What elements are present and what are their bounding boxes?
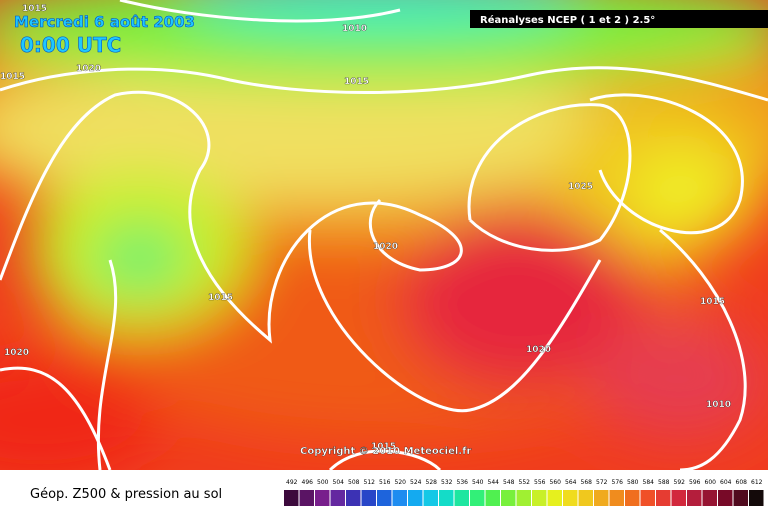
scale-swatch	[299, 490, 314, 506]
isobar-label: 1020	[4, 348, 29, 358]
scale-swatch	[687, 490, 702, 506]
scale-swatch	[470, 490, 485, 506]
scale-label: 520	[395, 479, 407, 486]
scale-swatch	[315, 490, 330, 506]
isobar-label: 1015	[208, 293, 233, 303]
scale-label: 568	[581, 479, 593, 486]
scale-label: 564	[565, 479, 577, 486]
date-title: Mercredi 6 août 2003	[14, 13, 195, 31]
isobar-labels: 1015 1010 1015 1020 1015 1025 1020 1015 1020 1020…	[0, 4, 731, 452]
isobar-label: 1015	[700, 297, 725, 307]
scale-label: 532	[441, 479, 453, 486]
scale-swatch	[516, 490, 531, 506]
scale-label: 592	[674, 479, 686, 486]
scale-label: 604	[720, 479, 732, 486]
time-title: 0:00 UTC	[20, 33, 121, 57]
scale-label: 596	[689, 479, 701, 486]
map-field	[0, 0, 768, 470]
scale-swatch	[563, 490, 578, 506]
scale-label: 584	[643, 479, 655, 486]
scale-label: 580	[627, 479, 639, 486]
copyright: Copyright © 2010 Meteociel.fr	[300, 446, 471, 457]
isobar-label: 1015	[344, 77, 369, 87]
scale-swatch	[547, 490, 562, 506]
scale-label: 500	[317, 479, 329, 486]
scale-label: 496	[302, 479, 314, 486]
scale-label: 540	[472, 479, 484, 486]
scale-swatch	[702, 490, 717, 506]
scale-swatch	[578, 490, 593, 506]
scale-swatch	[346, 490, 361, 506]
scale-swatch	[671, 490, 686, 506]
scale-label: 524	[410, 479, 422, 486]
isobar-label: 1015	[22, 4, 47, 14]
scale-swatch	[408, 490, 423, 506]
scale-swatch	[594, 490, 609, 506]
scale-swatch	[485, 490, 500, 506]
isobar-label: 1010	[706, 400, 731, 410]
scale-label: 552	[519, 479, 531, 486]
scale-label: 504	[333, 479, 345, 486]
scale-swatch	[532, 490, 547, 506]
scale-label: 556	[534, 479, 546, 486]
scale-label: 612	[751, 479, 763, 486]
scale-swatch	[733, 490, 748, 506]
scale-label: 528	[426, 479, 438, 486]
scale-label: 560	[550, 479, 562, 486]
scale-swatch	[423, 490, 438, 506]
isobar-label: 1015	[371, 442, 396, 452]
scale-swatch	[330, 490, 345, 506]
scale-label: 544	[488, 479, 500, 486]
footer-caption: Géop. Z500 & pression au sol	[30, 487, 222, 502]
scale-swatch	[439, 490, 454, 506]
scale-swatch	[609, 490, 624, 506]
scale-swatch	[454, 490, 469, 506]
scale-label: 508	[348, 479, 360, 486]
isobar-label: 1020	[373, 242, 398, 252]
scale-swatch	[749, 490, 764, 506]
scale-swatch	[501, 490, 516, 506]
scale-swatch	[361, 490, 376, 506]
scale-label: 516	[379, 479, 391, 486]
isobar-label: 1015	[0, 72, 25, 82]
source-box	[470, 10, 768, 28]
scale-swatch	[284, 490, 299, 506]
scale-label: 492	[286, 479, 298, 486]
scale-swatch	[625, 490, 640, 506]
scale-label: 548	[503, 479, 515, 486]
color-scale: 492 496 500 504 508 512 516 520 524 528 532 536 540 5…	[284, 479, 764, 506]
scale-swatch	[656, 490, 671, 506]
scale-swatch	[640, 490, 655, 506]
scale-label: 600	[705, 479, 717, 486]
scale-swatch	[718, 490, 733, 506]
scale-label: 512	[364, 479, 376, 486]
isobar-label: 1025	[568, 182, 593, 192]
isobar-label: 1020	[76, 64, 101, 74]
source-label: Réanalyses NCEP ( 1 et 2 ) 2.5°	[480, 14, 655, 26]
scale-swatch	[392, 490, 407, 506]
scale-label: 608	[736, 479, 748, 486]
isobar-label: 1010	[342, 24, 367, 34]
isobar-label: 1020	[526, 345, 551, 355]
scale-swatch	[377, 490, 392, 506]
scale-label: 572	[596, 479, 608, 486]
scale-label: 588	[658, 479, 670, 486]
scale-label: 536	[457, 479, 469, 486]
scale-label: 576	[612, 479, 624, 486]
